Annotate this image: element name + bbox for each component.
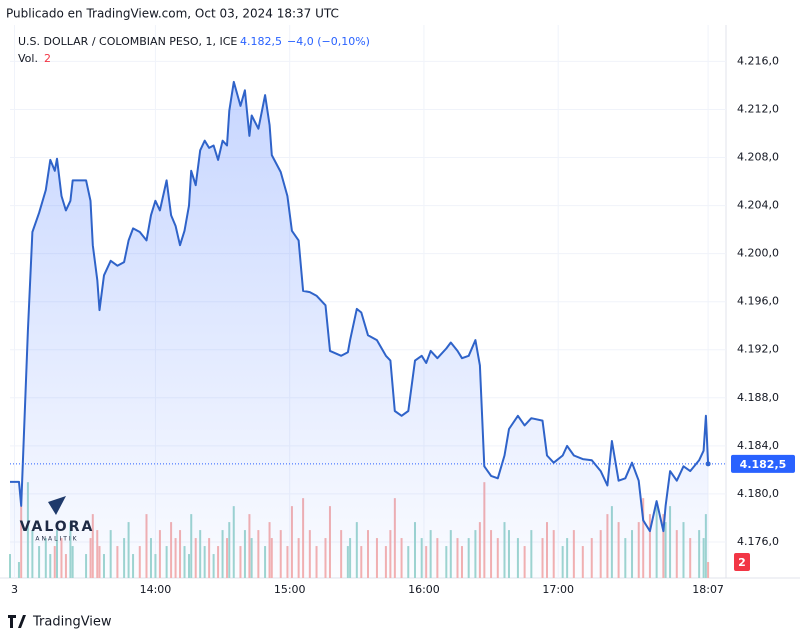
published-note: Publicado en TradingView.com, Oct 03, 20… bbox=[6, 7, 339, 21]
x-tick-label: 17:00 bbox=[542, 583, 574, 596]
last-price-badge bbox=[731, 454, 795, 473]
chart-title: U.S. DOLLAR / COLOMBIAN PESO, 1, ICE bbox=[18, 35, 237, 48]
y-tick-label: 4.200,0 bbox=[737, 247, 779, 260]
x-tick-label: 18:07 bbox=[692, 583, 724, 596]
y-tick-label: 4.180,0 bbox=[737, 487, 779, 500]
watermark-sub: ANALITIK bbox=[35, 536, 78, 543]
plot-area: 4.176,0 4.180,0 4.184,0 4.188,0 4.192,0 4.196… bbox=[0, 25, 800, 596]
y-tick-label: 4.188,0 bbox=[737, 391, 779, 404]
x-tick-label: 14:00 bbox=[140, 583, 172, 596]
y-tick-label: 4.184,0 bbox=[737, 439, 779, 452]
last-price-label: 4.182,5 bbox=[740, 458, 787, 471]
last-volume-badge bbox=[734, 553, 750, 572]
x-tick-label: 3 bbox=[11, 583, 18, 596]
footer-logo: TradingView bbox=[8, 615, 112, 630]
watermark-name: VALORA bbox=[20, 519, 95, 535]
price-line bbox=[10, 80, 710, 533]
y-tick-label: 4.204,0 bbox=[737, 199, 779, 212]
header-price: 4.182,5 bbox=[240, 35, 282, 48]
footer-brand: TradingView bbox=[32, 615, 112, 630]
price-area bbox=[10, 81, 709, 579]
y-tick-label: 4.176,0 bbox=[737, 535, 779, 548]
y-tick-label: 4.192,0 bbox=[737, 343, 779, 356]
volume-title: Vol. bbox=[18, 52, 38, 65]
y-tick-label: 4.196,0 bbox=[737, 295, 779, 308]
last-volume-label: 2 bbox=[738, 556, 746, 569]
watermark-icon bbox=[48, 496, 66, 515]
watermark: VALORA ANALITIK bbox=[20, 496, 95, 543]
y-tick-label: 4.216,0 bbox=[737, 54, 779, 67]
y-tick-label: 4.212,0 bbox=[737, 102, 779, 115]
y-tick-label: 4.208,0 bbox=[737, 151, 779, 164]
x-tick-label: 16:00 bbox=[408, 583, 440, 596]
footer-icon bbox=[8, 615, 26, 628]
header-change: −4,0 (−0,10%) bbox=[287, 35, 370, 48]
last-point bbox=[705, 461, 711, 467]
volume-header-value: 2 bbox=[44, 52, 51, 65]
x-tick-label: 15:00 bbox=[274, 583, 306, 596]
